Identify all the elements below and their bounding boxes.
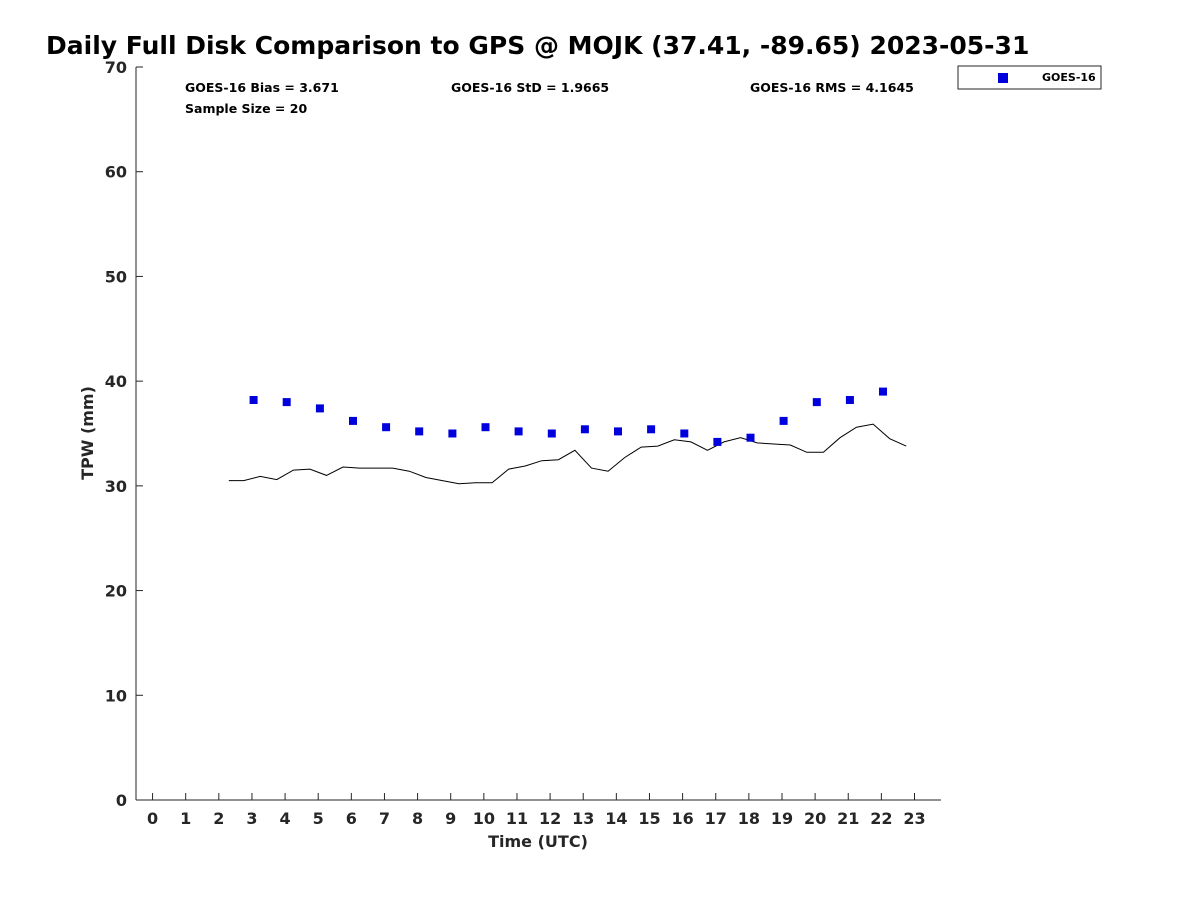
goes-16-point	[514, 427, 523, 436]
x-tick-label: 16	[671, 809, 693, 828]
bias-stat: GOES-16 Bias = 3.671	[185, 80, 339, 95]
goes-16-point	[580, 425, 589, 434]
goes-16-point	[415, 427, 424, 436]
legend-box	[957, 65, 1102, 90]
goes-16-point	[249, 396, 258, 404]
std-stat: GOES-16 StD = 1.9665	[451, 80, 609, 95]
goes-16-point	[647, 425, 656, 434]
legend-label-goes-16: GOES-16	[1042, 71, 1096, 84]
x-tick-label: 1	[180, 809, 191, 828]
x-tick-label: 6	[346, 809, 357, 828]
x-tick-label: 18	[738, 809, 760, 828]
x-tick-label: 17	[705, 809, 727, 828]
goes-16-point	[680, 429, 689, 438]
goes-16-points	[249, 387, 887, 446]
y-tick-label: 20	[105, 582, 127, 601]
goes-16-point	[879, 387, 887, 396]
x-tick-label: 12	[539, 809, 561, 828]
goes-16-point	[845, 396, 854, 404]
goes-16-point	[382, 423, 391, 432]
x-tick-label: 2	[213, 809, 224, 828]
chart-title: Daily Full Disk Comparison to GPS @ MOJK…	[46, 31, 1029, 60]
x-axis-label: Time (UTC)	[488, 832, 588, 851]
goes-16-point	[779, 416, 788, 425]
sample-size-stat: Sample Size = 20	[185, 101, 307, 116]
y-tick-label: 60	[105, 163, 127, 182]
legend-marker-square	[998, 73, 1008, 83]
x-tick-label: 10	[473, 809, 495, 828]
goes-16-point	[349, 416, 357, 425]
goes-16-point	[713, 437, 722, 446]
x-tick-label: 8	[412, 809, 423, 828]
goes-16-point	[812, 398, 821, 407]
x-tick-label: 13	[572, 809, 594, 828]
legend: GOES-16	[957, 65, 1102, 90]
x-tick-label: 14	[605, 809, 627, 828]
x-tick-label: 22	[870, 809, 892, 828]
x-tick-label: 23	[903, 809, 925, 828]
x-tick-label: 5	[313, 809, 324, 828]
x-tick-label: 20	[804, 809, 826, 828]
rms-stat: GOES-16 RMS = 4.1645	[750, 80, 914, 95]
goes-16-point	[547, 429, 556, 438]
x-tick-label: 3	[246, 809, 257, 828]
goes-16-point	[315, 404, 324, 413]
x-tick-label: 11	[506, 809, 528, 828]
x-ticks: 0 1 2 3 4 5 6 7 8 9 10 11 12 13 14 15 16 17 18 19 20 21 22 23	[147, 793, 926, 828]
goes-16-point	[448, 429, 457, 438]
gps-series-line	[228, 423, 907, 485]
y-tick-label: 30	[105, 477, 127, 496]
x-tick-label: 21	[837, 809, 859, 828]
y-tick-label: 10	[105, 686, 127, 705]
x-tick-label: 9	[445, 809, 456, 828]
y-ticks: 0 10 20 30 40 50 60 70	[105, 58, 143, 810]
goes-16-point	[746, 433, 755, 442]
goes-16-point	[481, 423, 490, 432]
x-tick-label: 19	[771, 809, 793, 828]
x-tick-label: 15	[638, 809, 660, 828]
y-tick-label: 0	[116, 791, 127, 810]
y-tick-label: 70	[105, 58, 127, 77]
y-axis-label: TPW (mm)	[78, 386, 97, 480]
y-tick-label: 40	[105, 372, 127, 391]
x-tick-label: 4	[280, 809, 291, 828]
goes-16-point	[614, 427, 622, 436]
x-tick-label: 7	[379, 809, 390, 828]
x-tick-label: 0	[147, 809, 158, 828]
y-tick-label: 50	[105, 267, 127, 286]
goes-16-point	[282, 398, 291, 407]
